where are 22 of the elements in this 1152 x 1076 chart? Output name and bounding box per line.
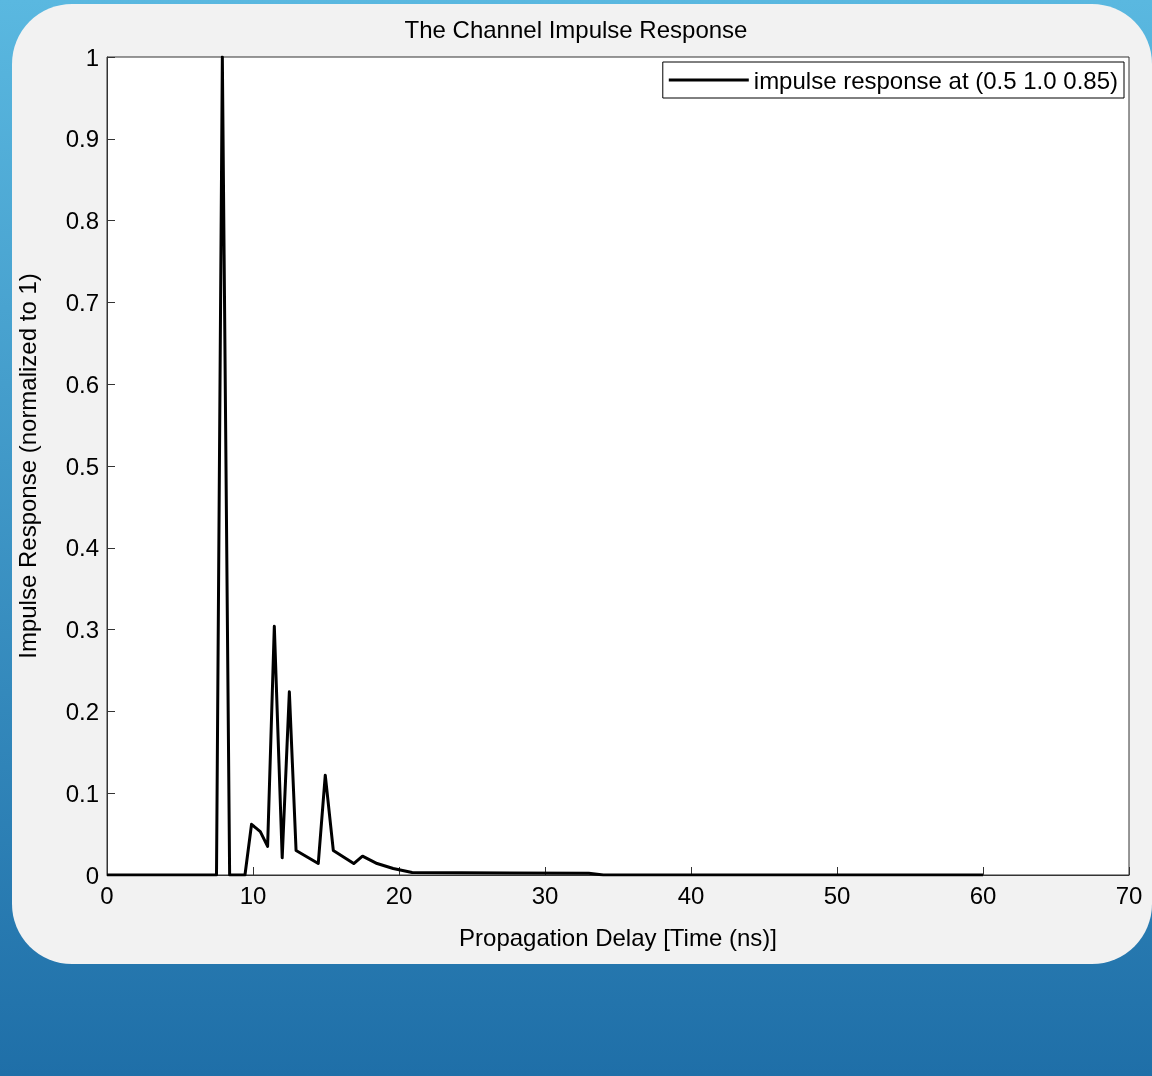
x-tick-label: 60 [969,881,997,909]
y-tick-label: 0 [85,861,99,889]
y-tick-label: 0.1 [65,779,99,807]
x-tick-label: 20 [385,881,413,909]
y-tick-label: 0.2 [65,697,99,725]
y-tick-label: 0.4 [65,534,99,562]
y-tick-label: 0.6 [65,370,99,398]
y-tick-label: 0.3 [65,616,99,644]
x-tick-label: 70 [1115,881,1143,909]
x-tick-label: 10 [239,881,267,909]
legend-label: impulse response at (0.5 1.0 0.85) [753,66,1119,94]
y-axis-title: Impulse Response (normalized to 1) [13,273,41,659]
x-tick-label: 40 [677,881,705,909]
x-tick-label: 50 [823,881,851,909]
y-tick-label: 0.7 [65,288,99,316]
y-tick-label: 0.9 [65,125,99,153]
x-axis-title: Propagation Delay [Time (ns)] [459,923,777,951]
y-tick-label: 1 [85,43,99,71]
y-tick-label: 0.8 [65,207,99,235]
y-tick-label: 0.5 [65,452,99,480]
chart-title: The Channel Impulse Response [404,15,748,43]
x-tick-label: 30 [531,881,559,909]
